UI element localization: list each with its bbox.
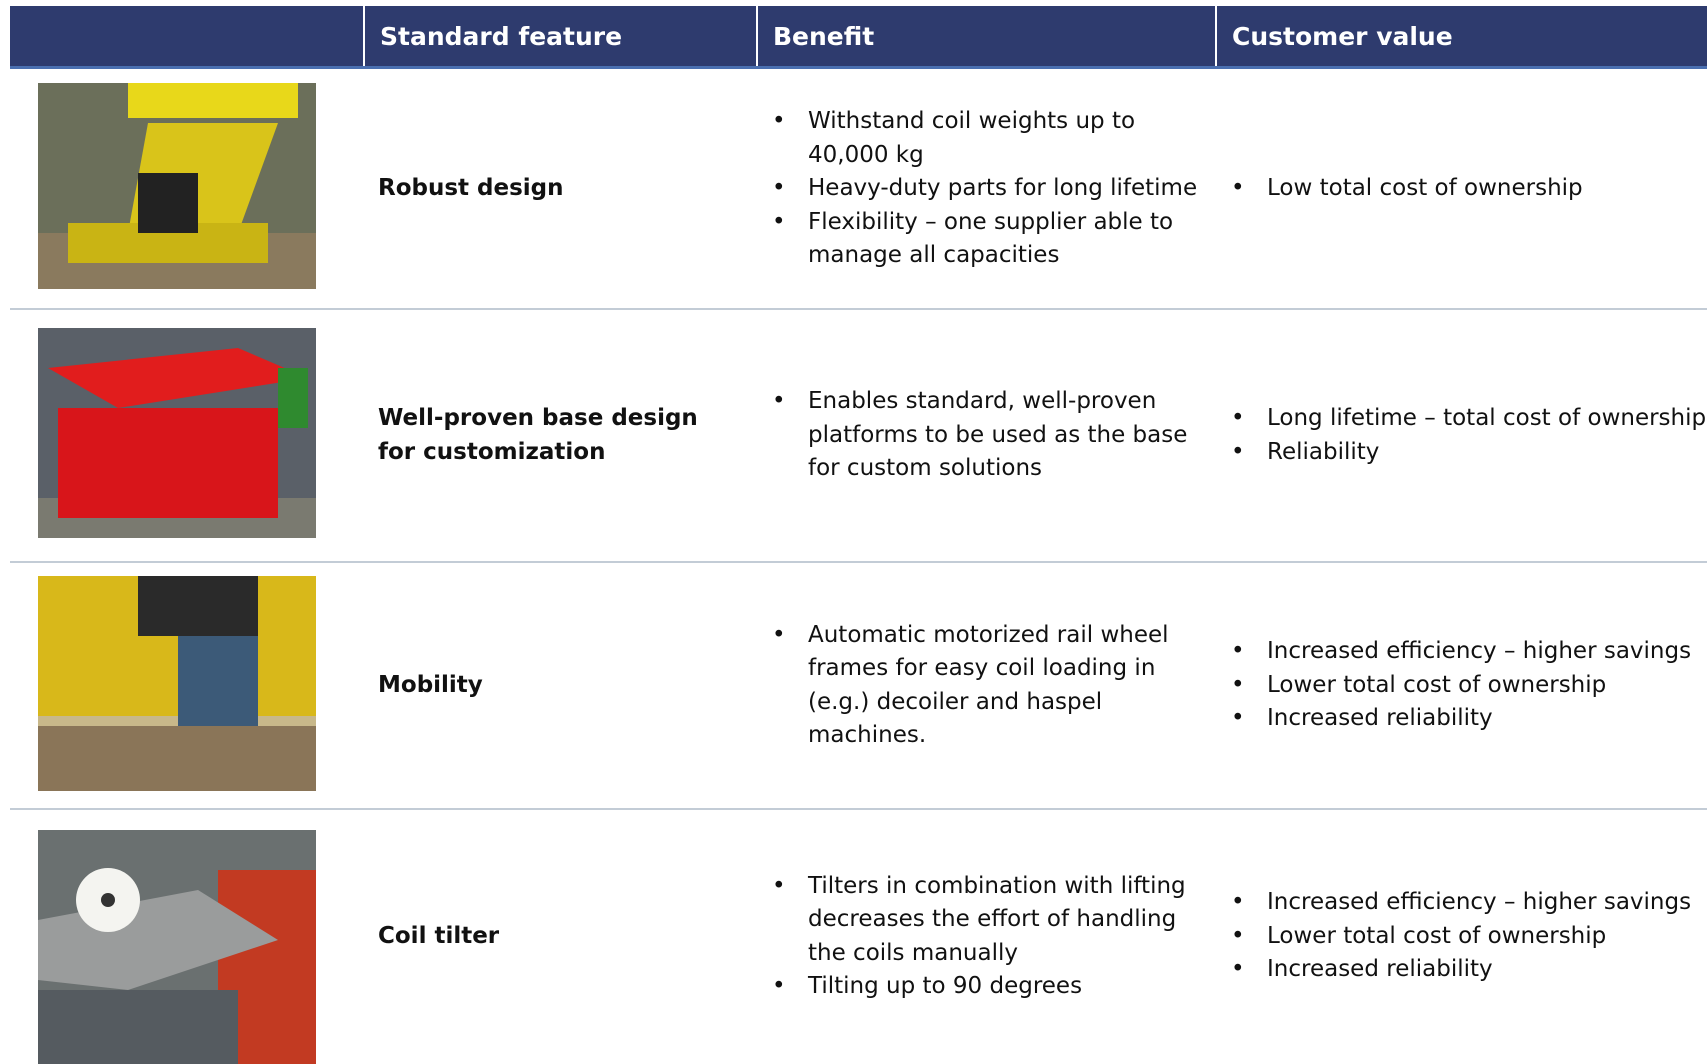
value-item: Long lifetime – total cost of ownership	[1231, 402, 1706, 436]
row-separator	[10, 308, 1707, 310]
benefit-cell: Enables standard, well-proven platforms …	[772, 309, 1202, 562]
column-header: Customer value	[1215, 6, 1707, 66]
table-row: Mobility Automatic motorized rail wheel f…	[10, 562, 1707, 809]
benefit-item: Automatic motorized rail wheel frames fo…	[772, 619, 1202, 753]
row-separator	[10, 808, 1707, 810]
benefit-cell: Tilters in combination with lifting decr…	[772, 809, 1202, 1064]
benefit-list: Enables standard, well-proven platforms …	[772, 385, 1202, 486]
table-row: Robust design Withstand coil weights up t…	[10, 69, 1707, 309]
value-item: Increased efficiency – higher savings	[1231, 635, 1691, 669]
benefit-item: Tilting up to 90 degrees	[772, 970, 1202, 1004]
value-cell: Increased efficiency – higher savingsLow…	[1231, 809, 1707, 1064]
value-cell: Low total cost of ownership	[1231, 69, 1707, 309]
value-item: Increased efficiency – higher savings	[1231, 886, 1691, 920]
value-item: Low total cost of ownership	[1231, 172, 1583, 206]
table-row: Well-proven base design for customizatio…	[10, 309, 1707, 562]
feature: Coil tilter	[378, 922, 500, 949]
product-photo	[38, 576, 316, 791]
value-item: Increased reliability	[1231, 953, 1691, 987]
product-photo	[38, 83, 316, 289]
value-list: Increased efficiency – higher savingsLow…	[1231, 635, 1691, 736]
benefit-item: Enables standard, well-proven platforms …	[772, 385, 1202, 486]
benefit-list: Automatic motorized rail wheel frames fo…	[772, 619, 1202, 753]
feature: Robust design	[378, 175, 564, 202]
product-photo	[38, 830, 316, 1064]
product-photo	[38, 328, 316, 538]
feature: Well-proven base design for customizatio…	[378, 405, 698, 465]
value-item: Increased reliability	[1231, 702, 1691, 736]
benefit-cell: Withstand coil weights up to 40,000 kgHe…	[772, 69, 1202, 309]
table-header: Standard feature Benefit Customer value	[10, 6, 1707, 69]
value-cell: Long lifetime – total cost of ownershipR…	[1231, 309, 1707, 562]
feature: Mobility	[378, 671, 483, 698]
row-separator	[10, 561, 1707, 563]
benefit-item: Tilters in combination with lifting decr…	[772, 870, 1202, 971]
benefit-cell: Automatic motorized rail wheel frames fo…	[772, 562, 1202, 809]
benefit-item: Flexibility – one supplier able to manag…	[772, 206, 1202, 273]
benefit-item: Heavy-duty parts for long lifetime	[772, 172, 1202, 206]
value-list: Long lifetime – total cost of ownershipR…	[1231, 402, 1706, 469]
value-item: Lower total cost of ownership	[1231, 669, 1691, 703]
value-item: Reliability	[1231, 436, 1706, 470]
value-cell: Increased efficiency – higher savingsLow…	[1231, 562, 1707, 809]
benefit-list: Tilters in combination with lifting decr…	[772, 870, 1202, 1004]
value-list: Increased efficiency – higher savingsLow…	[1231, 886, 1691, 987]
value-list: Low total cost of ownership	[1231, 172, 1583, 206]
column-header: Standard feature	[363, 6, 756, 66]
value-item: Lower total cost of ownership	[1231, 920, 1691, 954]
benefit-list: Withstand coil weights up to 40,000 kgHe…	[772, 105, 1202, 273]
benefit-item: Withstand coil weights up to 40,000 kg	[772, 105, 1202, 172]
table-row: Coil tilter Tilters in combination with l…	[10, 809, 1707, 1064]
column-header: Benefit	[756, 6, 1215, 66]
